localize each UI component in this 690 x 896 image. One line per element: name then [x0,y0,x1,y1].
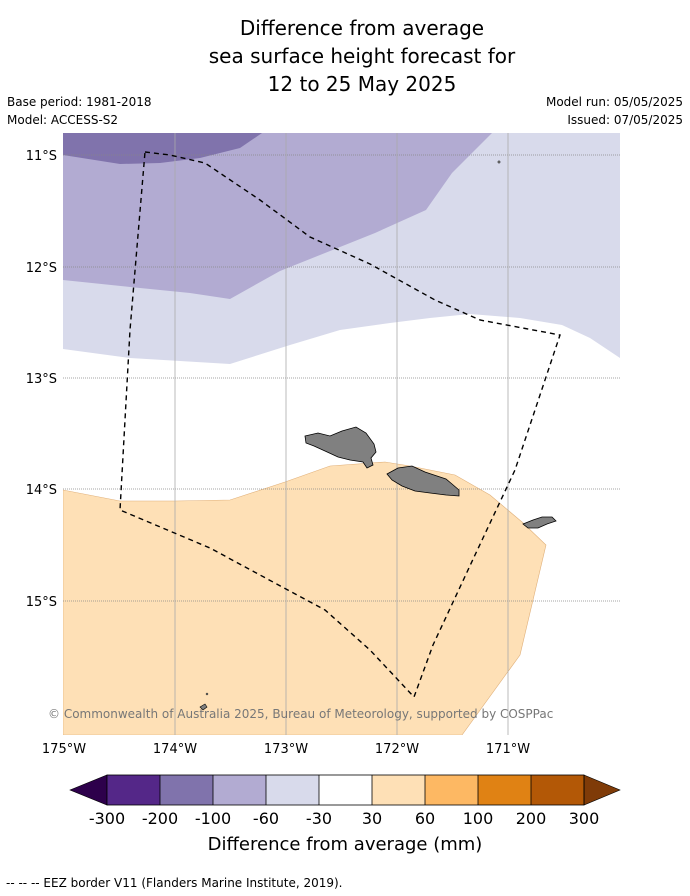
colorbar-bin-7 [425,775,478,805]
sea-level-map: © Commonwealth of Australia 2025, Bureau… [26,133,621,855]
colorbar-dividers [159,775,532,805]
base-period: Base period: 1981-2018 [7,95,152,109]
model-name: Model: ACCESS-S2 [7,113,119,127]
colorbar-bin-2 [160,775,213,805]
colorbar-tick: -60 [253,809,279,828]
map-title: Difference from average sea surface heig… [0,14,690,98]
colorbar-tick: 30 [362,809,382,828]
lon-label-175w: 175°W [42,742,86,757]
island-tutuila [522,516,557,529]
colorbar-title: Difference from average (mm) [208,834,483,855]
colorbar-max-arrow [583,774,621,806]
lat-label-11s: 11°S [26,149,57,164]
island-savaii [304,426,377,469]
lat-labels: 11°S 12°S 13°S 14°S 15°S [26,149,57,610]
model-run: Model run: 05/05/2025 [545,95,683,109]
title-line-3: 12 to 25 May 2025 [267,72,457,96]
colorbar-min-arrow [69,774,108,806]
copyright-text: © Commonwealth of Australia 2025, Bureau… [48,707,553,721]
colorbar-bin-1 [107,775,160,805]
anomaly-region-dark-purple [63,133,262,164]
lat-label-15s: 15°S [26,595,57,610]
title-line-1: Difference from average [239,16,485,40]
colorbar-tick: 200 [516,809,547,828]
lon-label-172w: 172°W [375,742,419,757]
lat-label-12s: 12°S [26,261,57,276]
colorbar-ticks: -300 -200 -100 -60 -30 30 60 100 200 300 [89,809,599,828]
colorbar: -300 -200 -100 -60 -30 30 60 100 200 300… [69,774,621,855]
island-upolu [386,465,460,497]
lat-label-14s: 14°S [26,483,57,498]
eez-border [119,151,561,699]
lon-label-171w: 171°W [486,742,530,757]
lon-gridlines [174,133,509,735]
colorbar-tick: 100 [463,809,494,828]
island-swains [497,160,501,164]
anomaly-region-medium-purple [63,133,492,299]
colorbar-bin-5 [319,775,372,805]
colorbar-bin-4 [266,775,319,805]
lat-gridlines [63,154,620,602]
issued-date: Issued: 07/05/2025 [567,113,683,127]
map-area [63,133,620,735]
colorbar-bin-9 [531,775,584,805]
lon-label-174w: 174°W [153,742,197,757]
colorbar-tick: -300 [89,809,125,828]
colorbar-outline [106,774,585,806]
lat-label-13s: 13°S [26,372,57,387]
colorbar-bin-3 [213,775,266,805]
lon-labels: 175°W 174°W 173°W 172°W 171°W [42,742,530,757]
lon-label-173w: 173°W [264,742,308,757]
colorbar-tick: 60 [415,809,435,828]
colorbar-tick: -30 [306,809,332,828]
colorbar-tick: -200 [142,809,178,828]
colorbar-bin-8 [478,775,531,805]
island-small-west-2 [205,692,209,696]
title-line-2: sea surface height forecast for [208,44,516,68]
island-small-west [199,703,208,711]
colorbar-bin-6 [372,775,425,805]
colorbar-tick: 300 [569,809,600,828]
eez-legend: -- -- -- EEZ border V11 (Flanders Marine… [6,876,343,890]
colorbar-tick: -100 [195,809,231,828]
